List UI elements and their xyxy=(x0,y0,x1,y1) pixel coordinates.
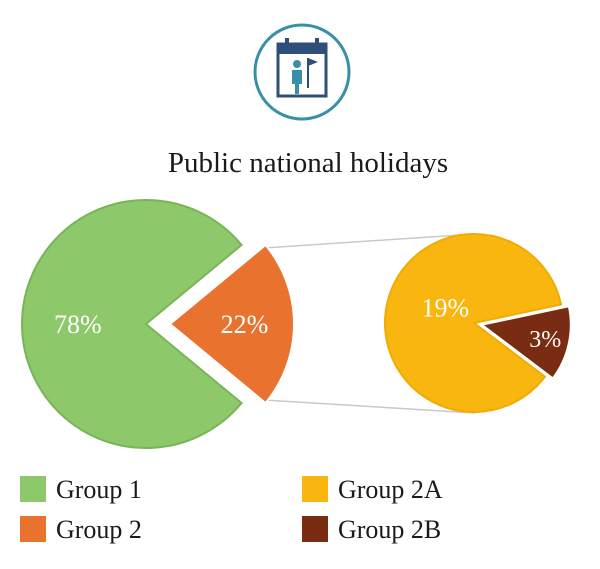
slice-label: 78% xyxy=(54,310,102,339)
legend-swatch xyxy=(302,516,328,542)
legend-swatch xyxy=(20,476,46,502)
legend-swatch xyxy=(302,476,328,502)
pie-slice xyxy=(20,199,243,449)
legend-item: Group 1 xyxy=(20,475,142,504)
slice-label: 19% xyxy=(421,294,469,323)
slice-label: 3% xyxy=(529,327,561,353)
legend: Group 1 Group 2 Group 2A Group 2B xyxy=(20,475,443,544)
pie-slice xyxy=(384,233,563,413)
connector-line-top xyxy=(263,233,476,249)
legend-label: Group 2B xyxy=(338,515,441,544)
legend-item: Group 2 xyxy=(20,515,142,544)
legend-item: Group 2A xyxy=(302,475,443,504)
legend-label: Group 1 xyxy=(56,475,142,504)
legend-label: Group 2 xyxy=(56,515,142,544)
pie-slice xyxy=(168,243,295,405)
pie-slice xyxy=(479,305,572,380)
main-pie: 78% 22% xyxy=(20,199,295,449)
breakdown-pie: 19% 3% xyxy=(384,233,572,413)
legend-item: Group 2B xyxy=(302,515,441,544)
legend-label: Group 2A xyxy=(338,475,443,504)
chart-title: Public national holidays xyxy=(168,147,448,179)
slice-label: 22% xyxy=(221,310,269,339)
connector-line-bottom xyxy=(263,399,476,414)
calendar-person-flag-icon xyxy=(253,23,351,121)
legend-swatch xyxy=(20,516,46,542)
